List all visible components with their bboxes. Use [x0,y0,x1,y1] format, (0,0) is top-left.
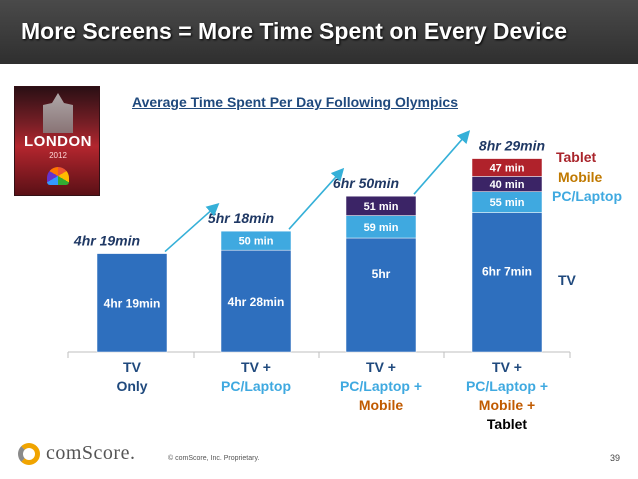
category-label-0-0: TV [123,359,142,375]
copyright-notice: © comScore, Inc. Proprietary. [168,455,260,462]
brand-name: comScore. [46,442,136,464]
legend-tv: TV [558,272,577,288]
london-olympics-photo: LONDON 2012 [14,86,100,196]
growth-arrow-0 [164,203,220,253]
growth-arrow-1 [288,167,345,230]
total-label-0: 4hr 19min [73,233,140,249]
total-label-3: 8hr 29min [479,138,545,154]
category-label-2-2: Mobile [359,397,404,413]
category-label-3-2: Mobile + [479,397,535,413]
total-label-1: 5hr 18min [208,210,274,226]
bar-mobile-2 [345,195,417,216]
data-label-mobile-3: 40 min [490,179,525,191]
data-label-pc_laptop-1: 50 min [239,236,274,248]
data-label-pc_laptop-2: 59 min [364,222,399,234]
comscore-logo: comScore. [18,442,135,465]
slide-header: More Screens = More Time Spent on Every … [0,0,638,64]
chart-title: Average Time Spent Per Day Following Oly… [132,94,458,110]
bar-tv-2 [345,237,417,353]
category-label-3-1: PC/Laptop + [466,378,548,394]
data-label-pc_laptop-3: 55 min [490,197,525,209]
data-label-tv-0: 4hr 19min [104,297,161,311]
data-label-tv-1: 4hr 28min [228,295,285,309]
category-label-3-3: Tablet [487,416,528,432]
bar-tablet-3 [471,158,543,177]
photo-caption: LONDON [24,133,92,150]
total-label-2: 6hr 50min [333,175,399,191]
bar-tv-1 [220,249,292,353]
bar-pc_laptop-1 [220,230,292,251]
category-label-2-0: TV + [366,359,396,375]
bar-tv-3 [471,212,543,353]
category-label-3-0: TV + [492,359,522,375]
category-label-1-1: PC/Laptop [221,378,291,394]
nbc-peacock-icon [47,167,69,185]
data-label-tv-2: 5hr [372,267,391,281]
legend-pc-laptop: PC/Laptop [552,188,622,204]
comscore-ring-icon [18,442,40,465]
legend-tablet: Tablet [556,149,597,165]
page-number: 39 [610,453,621,463]
slide-title: More Screens = More Time Spent on Every … [21,18,568,44]
legend-mobile: Mobile [558,169,603,185]
category-label-1-0: TV + [241,359,271,375]
data-label-mobile-2: 51 min [364,201,399,213]
photo-year: 2012 [49,151,67,160]
data-label-tablet-3: 47 min [490,163,525,175]
category-label-2-1: PC/Laptop + [340,378,422,394]
bar-tv-0 [96,253,168,353]
data-label-tv-3: 6hr 7min [482,264,532,278]
category-label-0-1: Only [116,378,147,394]
growth-arrow-2 [413,130,471,195]
